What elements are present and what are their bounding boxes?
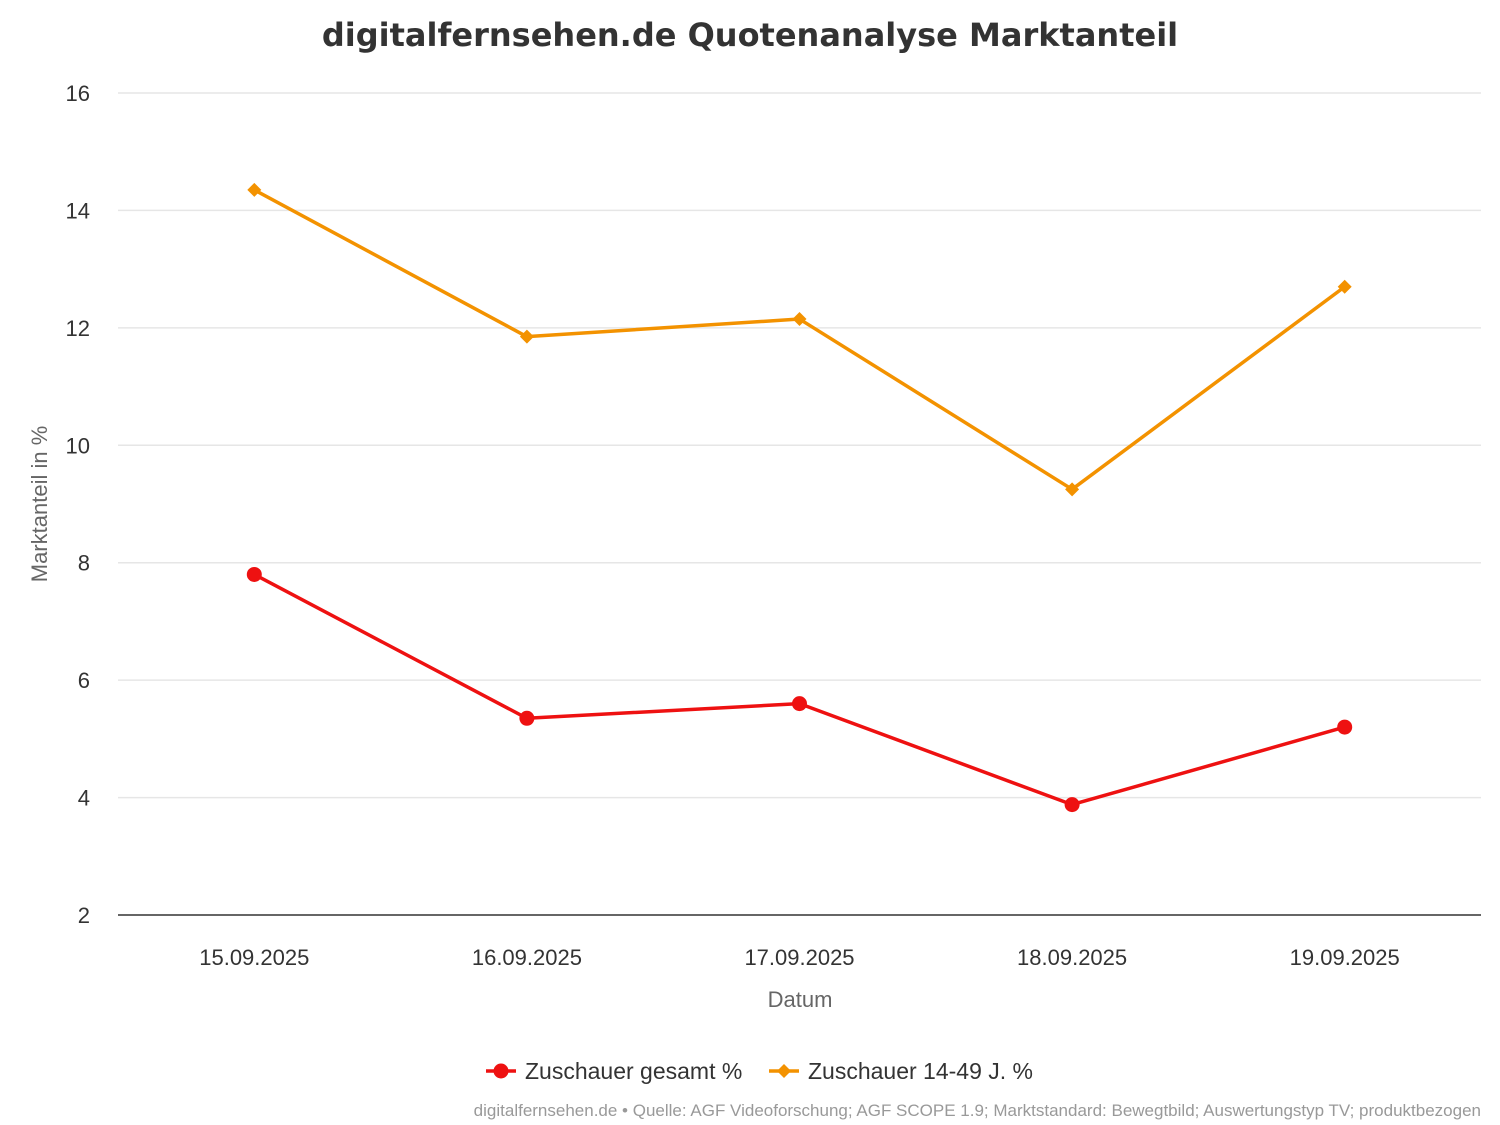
- data-point[interactable]: [519, 710, 535, 726]
- chart-title: digitalfernsehen.de Quotenanalyse Markta…: [322, 16, 1178, 54]
- data-point[interactable]: [792, 312, 807, 327]
- series-line: [252, 188, 1347, 492]
- y-axis-ticks: 2 4 6 8 10 12 14 16: [66, 81, 90, 928]
- y-tick-label: 8: [78, 551, 90, 576]
- series-line: [252, 572, 1347, 807]
- data-point[interactable]: [247, 182, 262, 197]
- x-tick-label: 18.09.2025: [1017, 945, 1127, 970]
- chart-credits: digitalfernsehen.de • Quelle: AGF Videof…: [474, 1101, 1481, 1120]
- data-point[interactable]: [1064, 797, 1080, 813]
- legend-item[interactable]: Zuschauer gesamt %: [486, 1058, 742, 1084]
- legend-label: Zuschauer 14-49 J. %: [808, 1058, 1033, 1084]
- data-point[interactable]: [1065, 482, 1080, 497]
- y-tick-label: 10: [66, 433, 90, 458]
- y-tick-label: 4: [78, 786, 90, 811]
- data-point[interactable]: [792, 696, 807, 712]
- y-tick-label: 16: [66, 81, 90, 106]
- x-tick-label: 17.09.2025: [744, 945, 854, 970]
- x-axis-ticks: 15.09.2025 16.09.2025 17.09.2025 18.09.2025…: [199, 945, 1400, 970]
- x-tick-label: 15.09.2025: [199, 945, 309, 970]
- y-tick-label: 2: [78, 903, 90, 928]
- y-tick-label: 12: [66, 316, 90, 341]
- x-tick-label: 19.09.2025: [1290, 945, 1400, 970]
- data-point[interactable]: [519, 329, 534, 344]
- series-1: [246, 566, 1353, 813]
- y-axis-title: Marktanteil in %: [27, 426, 52, 583]
- series-group: [246, 182, 1353, 813]
- legend-marker[interactable]: [493, 1063, 509, 1079]
- data-point[interactable]: [246, 566, 262, 582]
- legend-label: Zuschauer gesamt %: [525, 1058, 742, 1084]
- legend-item[interactable]: Zuschauer 14-49 J. %: [769, 1058, 1033, 1084]
- data-point[interactable]: [1337, 279, 1352, 294]
- data-point[interactable]: [1337, 719, 1353, 735]
- legend: Zuschauer gesamt % Zuschauer 14-49 J. %: [486, 1058, 1033, 1084]
- series-2: [247, 182, 1352, 497]
- y-tick-label: 14: [66, 198, 90, 223]
- x-tick-label: 16.09.2025: [472, 945, 582, 970]
- x-axis-title: Datum: [768, 987, 833, 1012]
- y-tick-label: 6: [78, 668, 90, 693]
- grid-lines: [118, 92, 1481, 799]
- legend-marker[interactable]: [777, 1064, 791, 1078]
